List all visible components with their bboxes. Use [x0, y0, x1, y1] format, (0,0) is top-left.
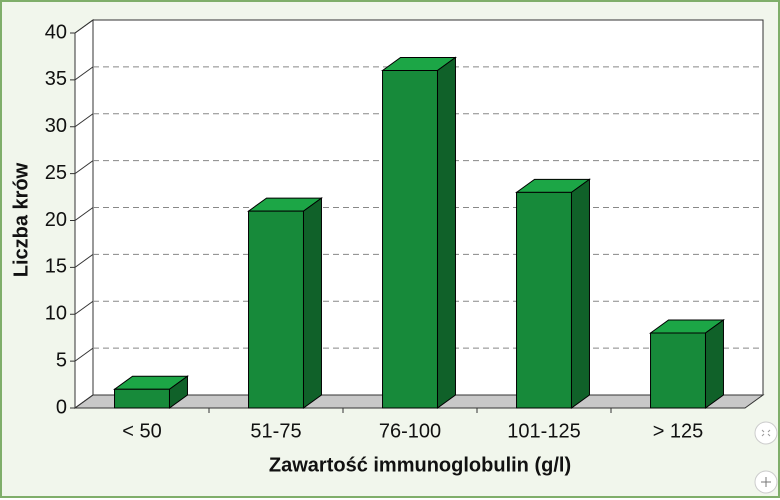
y-tick-label: 30	[45, 115, 67, 137]
zoom-icon	[761, 477, 771, 487]
y-tick-label: 15	[45, 256, 67, 278]
bar	[650, 332, 706, 409]
x-tick-label: 76-100	[379, 420, 441, 442]
wall-line	[74, 300, 94, 315]
y-tick-label: 40	[45, 21, 67, 43]
side-buttons	[754, 421, 778, 494]
y-axis-label: Liczba krów	[10, 162, 32, 277]
y-tick-label: 0	[56, 396, 67, 418]
bar	[516, 191, 572, 409]
bar	[114, 388, 170, 409]
wall-line	[74, 66, 94, 81]
y-tick-label: 20	[45, 209, 67, 231]
x-tick-label: 51-75	[250, 420, 301, 442]
wall-line	[74, 207, 94, 221]
collapse-button[interactable]	[754, 421, 778, 445]
bar-side	[570, 178, 590, 409]
bar	[248, 210, 304, 409]
wall-line	[74, 160, 94, 175]
y-tick-label: 25	[45, 162, 67, 184]
wall-line	[74, 19, 94, 34]
y-tick-label: 5	[56, 349, 67, 371]
wall-line	[74, 347, 94, 362]
bar-side	[302, 197, 322, 409]
collapse-icon	[761, 429, 771, 437]
x-tick-label: 101-125	[507, 420, 580, 442]
bar-side	[436, 56, 456, 409]
bar-side	[704, 319, 724, 409]
x-axis-label: Zawartość immunoglobulin (g/l)	[269, 454, 571, 476]
bar	[382, 70, 438, 409]
x-tick-label: < 50	[122, 420, 161, 442]
wall-line	[74, 394, 94, 409]
wall-line	[74, 253, 94, 268]
wall-line	[74, 113, 94, 128]
x-tick-label: > 125	[653, 420, 704, 442]
y-tick-label: 35	[45, 68, 67, 90]
y-tick-label: 10	[45, 303, 67, 325]
